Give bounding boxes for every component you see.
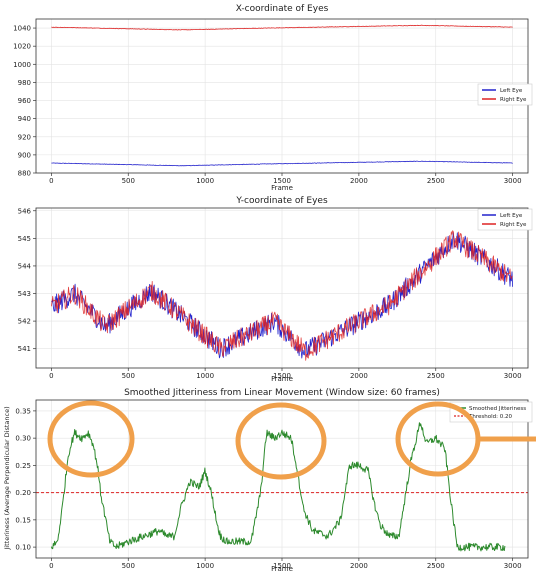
y-tick-label: 545 xyxy=(18,235,31,243)
plot-area: 0 500 1000 1500 2000 2500 3000 541 542 543 544 545 5… xyxy=(18,207,529,380)
y-tick-label: 544 xyxy=(18,262,32,270)
y-tick-label: 960 xyxy=(18,97,31,105)
y-tick-label: 541 xyxy=(18,345,31,353)
chart-title: Smoothed Jitteriness from Linear Movemen… xyxy=(124,388,440,398)
highlight-ellipse xyxy=(235,402,327,480)
x-tick-label: 2500 xyxy=(427,177,445,185)
x-tick-label: 2000 xyxy=(350,372,368,380)
x-tick-label: 2500 xyxy=(427,562,445,570)
chart-title: X-coordinate of Eyes xyxy=(236,4,329,14)
legend: Left Eye Right Eye xyxy=(477,83,533,106)
x-tick-label: 1500 xyxy=(273,372,291,380)
highlight-ellipse xyxy=(395,401,481,477)
x-tick-label: 3000 xyxy=(504,372,522,380)
x-tick-label: 0 xyxy=(49,177,53,185)
legend-label-left-eye: Left Eye xyxy=(500,213,523,219)
x-tick-label: 2000 xyxy=(350,177,368,185)
y-tick-label: 0.35 xyxy=(15,407,31,415)
y-tick-label: 0.10 xyxy=(15,544,31,552)
legend-label-right-eye: Right Eye xyxy=(500,97,527,103)
x-tick-label: 1500 xyxy=(273,562,291,570)
x-tick-label: 1500 xyxy=(273,177,291,185)
y-tick-label: 0.30 xyxy=(15,435,31,443)
y-tick-label: 0.15 xyxy=(15,516,31,524)
highlight-annotations xyxy=(47,400,536,480)
highlight-ellipse xyxy=(47,400,135,478)
x-tick-label: 1000 xyxy=(196,562,214,570)
x-axis-label: Frame xyxy=(271,565,293,573)
y-coordinate-chart: Y-coordinate of Eyes Frame 0 500 1000 1500 2… xyxy=(18,196,533,383)
x-tick-label: 0 xyxy=(49,372,53,380)
x-tick-label: 500 xyxy=(122,562,135,570)
y-tick-label: 546 xyxy=(18,207,32,215)
y-tick-label: 940 xyxy=(18,115,31,123)
plot-area: 0 500 1000 1500 2000 2500 3000 880 900 920 940 960 9… xyxy=(13,18,529,185)
legend: Left Eye Right Eye xyxy=(477,208,533,231)
x-tick-label: 1000 xyxy=(196,177,214,185)
y-axis-label: Jitteriness (Average Perpendicular Dista… xyxy=(3,406,11,550)
legend-label-right-eye: Right Eye xyxy=(500,222,527,228)
y-tick-label: 920 xyxy=(18,133,31,141)
y-tick-label: 980 xyxy=(18,79,31,87)
series-line xyxy=(51,230,513,361)
legend-label-threshold: Threshold: 0.20 xyxy=(468,414,512,420)
x-tick-label: 2000 xyxy=(350,562,368,570)
series-line xyxy=(51,160,513,167)
legend-label-left-eye: Left Eye xyxy=(500,88,523,94)
legend-label-jitteriness: Smoothed Jitteriness xyxy=(469,406,526,412)
y-tick-label: 543 xyxy=(18,290,31,298)
y-tick-label: 1020 xyxy=(13,43,31,51)
series-line xyxy=(50,422,506,552)
x-axis-label: Frame xyxy=(271,375,293,383)
y-tick-label: 0.20 xyxy=(15,489,31,497)
y-tick-label: 1040 xyxy=(13,25,31,33)
y-tick-label: 900 xyxy=(18,151,31,159)
x-tick-label: 3000 xyxy=(504,562,522,570)
x-coordinate-chart: X-coordinate of Eyes Frame 0 500 1000 1500 2… xyxy=(13,4,533,192)
x-tick-label: 3000 xyxy=(504,177,522,185)
y-tick-label: 542 xyxy=(18,318,31,326)
series-line xyxy=(51,24,513,31)
x-tick-label: 0 xyxy=(49,562,53,570)
x-tick-label: 1000 xyxy=(196,372,214,380)
y-tick-label: 0.25 xyxy=(15,462,31,470)
x-tick-label: 500 xyxy=(122,372,135,380)
jitteriness-chart: Smoothed Jitteriness from Linear Movemen… xyxy=(3,388,536,573)
y-tick-label: 1000 xyxy=(13,61,31,69)
y-tick-label: 880 xyxy=(18,170,31,178)
x-tick-label: 500 xyxy=(122,177,135,185)
x-axis-label: Frame xyxy=(271,184,293,192)
chart-title: Y-coordinate of Eyes xyxy=(235,196,328,206)
x-tick-label: 2500 xyxy=(427,372,445,380)
